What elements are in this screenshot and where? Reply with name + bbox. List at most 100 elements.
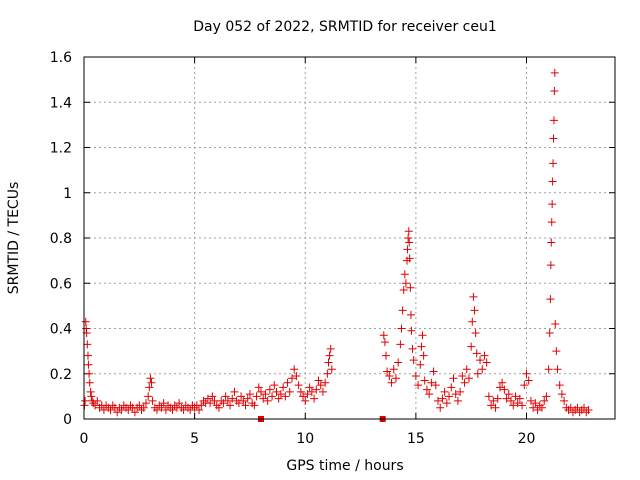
data-point — [85, 369, 94, 378]
data-point — [456, 387, 465, 396]
y-tick-label: 1 — [63, 186, 72, 202]
data-point — [427, 378, 436, 387]
data-point — [106, 405, 115, 414]
data-point — [387, 378, 396, 387]
data-point — [524, 376, 533, 385]
data-point — [379, 331, 388, 340]
data-point — [203, 394, 212, 403]
data-point — [214, 403, 223, 412]
data-point — [449, 374, 458, 383]
data-point — [175, 399, 184, 408]
data-point — [537, 403, 546, 412]
data-point — [545, 329, 554, 338]
data-point — [206, 399, 215, 408]
data-point — [307, 387, 316, 396]
data-point — [515, 394, 524, 403]
data-point — [550, 86, 559, 95]
data-point — [318, 387, 327, 396]
data-point — [294, 381, 303, 390]
data-point — [245, 390, 254, 399]
data-point — [237, 392, 246, 401]
data-point — [470, 306, 479, 315]
data-point — [584, 405, 593, 414]
data-point — [460, 378, 469, 387]
data-point — [157, 403, 166, 412]
data-point — [197, 401, 206, 410]
data-point — [405, 254, 414, 263]
plot-frame — [83, 56, 616, 420]
data-point — [453, 396, 462, 405]
data-point — [95, 403, 104, 412]
y-axis-label: SRMTID / TECUs — [6, 182, 22, 295]
data-point — [257, 387, 265, 396]
data-point — [489, 396, 498, 405]
data-point — [287, 374, 296, 383]
data-point — [81, 317, 90, 326]
data-point — [241, 401, 250, 410]
data-point — [580, 403, 589, 412]
chart-title: Day 052 of 2022, SRMTID for receiver ceu… — [193, 19, 497, 35]
y-tick-label: 0 — [63, 412, 72, 428]
data-point — [511, 392, 520, 401]
data-point — [476, 356, 485, 365]
data-point — [404, 227, 413, 236]
data-point — [380, 338, 389, 347]
data-point — [305, 383, 314, 392]
data-point — [549, 134, 558, 143]
y-tick-label: 1.2 — [50, 141, 72, 157]
data-point — [89, 399, 98, 408]
data-point — [493, 394, 502, 403]
data-point — [228, 394, 237, 403]
data-point — [113, 408, 122, 417]
data-point — [535, 401, 544, 410]
data-point — [325, 351, 334, 360]
x-tick-label: 10 — [296, 431, 314, 447]
data-point — [84, 360, 93, 369]
data-point — [482, 358, 491, 367]
data-point — [548, 177, 557, 186]
data-point — [208, 392, 217, 401]
data-point — [385, 372, 394, 381]
data-point — [394, 358, 403, 367]
y-tick-label: 0.8 — [50, 231, 72, 247]
data-point — [324, 358, 333, 367]
data-point — [85, 378, 94, 387]
data-point — [146, 374, 155, 383]
data-point — [399, 286, 408, 295]
data-point — [422, 385, 431, 394]
data-point — [268, 392, 277, 401]
data-point — [87, 392, 96, 401]
data-point — [186, 405, 195, 414]
data-point — [409, 356, 418, 365]
data-point — [414, 381, 423, 390]
data-point — [404, 234, 413, 242]
data-point — [520, 381, 529, 390]
data-point — [292, 372, 301, 381]
data-point — [190, 403, 199, 412]
data-point — [254, 383, 263, 392]
data-point — [310, 394, 319, 403]
data-point — [467, 342, 476, 351]
y-tick-label: 0.6 — [50, 276, 72, 292]
data-point — [513, 399, 522, 408]
data-point — [429, 367, 438, 376]
data-point — [155, 401, 164, 410]
data-point — [261, 390, 270, 399]
data-point — [263, 396, 272, 405]
y-tick-label: 0.4 — [50, 322, 72, 338]
data-point — [406, 283, 415, 292]
data-point — [234, 399, 243, 408]
data-point — [145, 383, 154, 392]
data-point — [148, 396, 157, 405]
data-point — [276, 390, 285, 399]
data-point — [451, 390, 460, 399]
data-point — [401, 279, 410, 288]
data-point — [419, 351, 428, 360]
data-point — [431, 381, 440, 390]
data-point — [551, 319, 560, 328]
data-point — [270, 381, 279, 390]
data-point — [468, 317, 477, 326]
data-point — [418, 331, 427, 340]
data-point — [212, 401, 221, 410]
data-point — [168, 405, 177, 414]
